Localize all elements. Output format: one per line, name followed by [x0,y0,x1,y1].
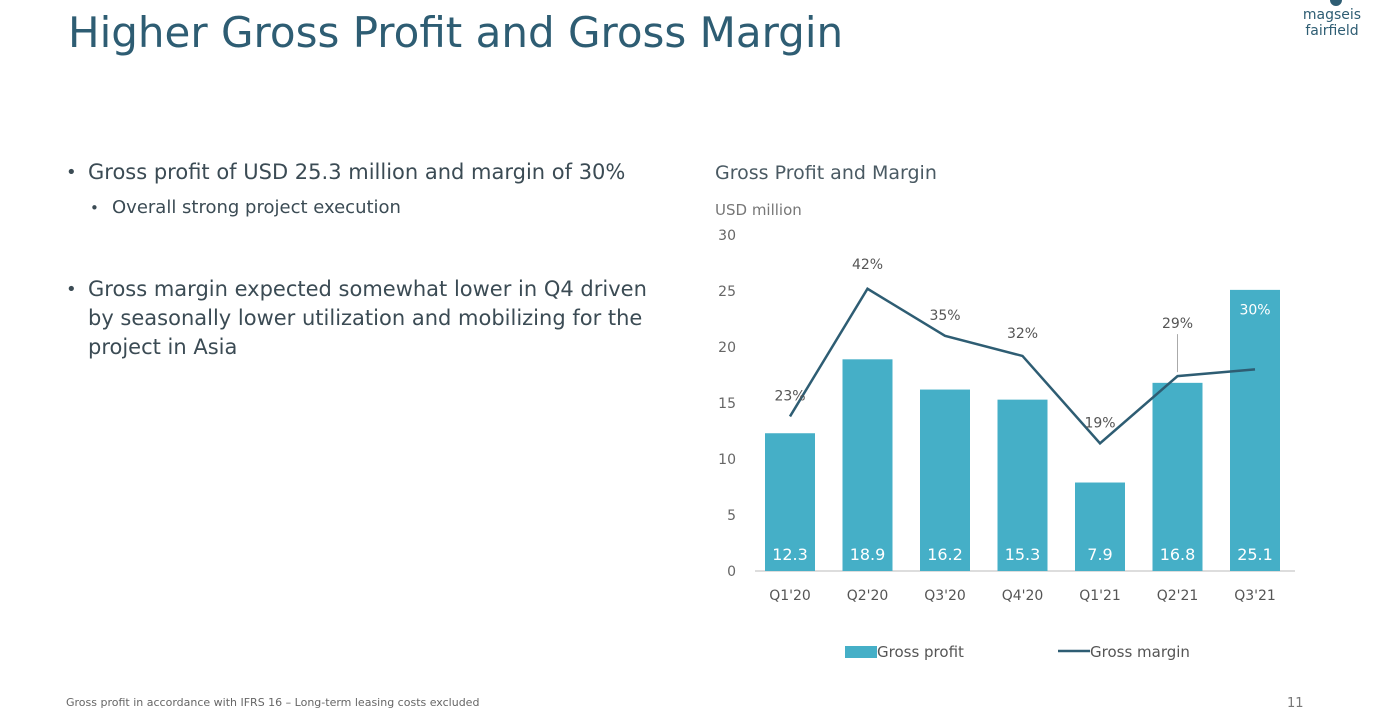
y-axis: 0 5 10 15 20 25 30 [718,228,736,580]
bar-value-label: 25.1 [1237,545,1273,564]
page-number: 11 [1287,696,1304,711]
logo-mark-icon [1330,0,1342,6]
bullet-1-sub: Overall strong project execution [64,195,664,221]
y-tick-label: 0 [727,564,736,580]
legend-gross-profit: Gross profit [877,643,964,661]
bars-group [765,289,1280,571]
x-tick-label: Q2'20 [847,588,889,604]
chart-title: Gross Profit and Margin [715,162,937,184]
bullet-list: Gross profit of USD 25.3 million and mar… [64,158,664,362]
chart-ylabel: USD million [715,201,802,219]
y-tick-label: 25 [718,284,736,300]
legend-gross-margin: Gross margin [1090,643,1190,661]
bullet-2: Gross margin expected somewhat lower in … [64,275,664,362]
logo-line-2: fairfield [1305,23,1359,39]
x-tick-label: Q4'20 [1002,588,1044,604]
company-logo: magseis fairfield [1290,0,1374,48]
page-title: Higher Gross Profit and Gross Margin [68,8,844,57]
logo-text: magseis fairfield [1294,7,1370,39]
y-tick-label: 20 [718,340,736,356]
chart-legend: Gross profit Gross margin [845,643,1190,661]
x-axis-labels: Q1'20 Q2'20 Q3'20 Q4'20 Q1'21 Q2'21 Q3'21 [769,588,1276,604]
y-tick-label: 10 [718,452,736,468]
bar-value-label: 7.9 [1087,545,1112,564]
bar [765,433,815,571]
bar [1152,382,1203,571]
footnote: Gross profit in accordance with IFRS 16 … [66,696,480,709]
margin-line-group: 23% 42% 35% 32% 19% 29% 30% [774,257,1271,446]
bar-value-label: 16.2 [927,545,963,564]
bar [1075,482,1125,571]
gross-profit-chart: Gross Profit and Margin USD million 0 5 10… [715,162,1295,661]
y-tick-label: 15 [718,396,736,412]
bar [997,399,1048,571]
bullet-1: Gross profit of USD 25.3 million and mar… [64,158,664,187]
x-tick-label: Q2'21 [1157,588,1199,604]
bar [842,359,893,571]
bar-value-label: 12.3 [772,545,808,564]
x-tick-label: Q3'20 [924,588,966,604]
gross-margin-line [788,287,1256,446]
x-tick-label: Q3'21 [1234,588,1276,604]
margin-label: 19% [1084,415,1115,431]
x-tick-label: Q1'21 [1079,588,1121,604]
bar-value-label: 16.8 [1160,545,1196,564]
bar-value-label: 15.3 [1005,545,1041,564]
margin-label: 32% [1007,326,1038,342]
legend-bar-swatch [845,646,877,658]
logo-line-1: magseis [1302,7,1362,23]
margin-label: 30% [1239,302,1270,318]
bar [1230,289,1280,571]
margin-label: 29% [1162,316,1193,332]
bar-value-label: 18.9 [850,545,886,564]
bar-labels-group: 12.3 18.9 16.2 15.3 7.9 16.8 25.1 [772,545,1273,564]
margin-label: 23% [774,388,805,404]
bar [920,389,970,571]
y-tick-label: 30 [718,228,736,244]
margin-label: 35% [929,308,960,324]
y-tick-label: 5 [727,508,736,524]
margin-label: 42% [852,257,883,273]
x-tick-label: Q1'20 [769,588,811,604]
